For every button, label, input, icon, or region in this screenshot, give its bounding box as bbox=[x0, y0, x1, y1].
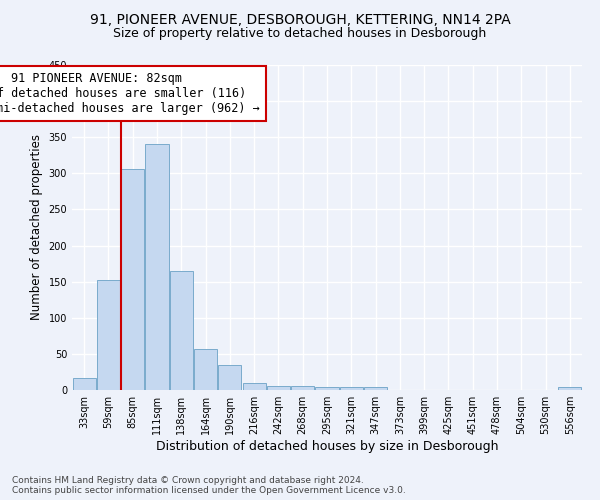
Text: 91, PIONEER AVENUE, DESBOROUGH, KETTERING, NN14 2PA: 91, PIONEER AVENUE, DESBOROUGH, KETTERIN… bbox=[89, 12, 511, 26]
Text: Contains HM Land Registry data © Crown copyright and database right 2024.
Contai: Contains HM Land Registry data © Crown c… bbox=[12, 476, 406, 495]
Bar bbox=[145, 144, 169, 390]
Bar bbox=[559, 387, 581, 390]
Bar bbox=[316, 387, 338, 390]
Bar bbox=[121, 169, 144, 390]
Bar bbox=[267, 386, 290, 390]
Bar bbox=[242, 383, 266, 390]
X-axis label: Distribution of detached houses by size in Desborough: Distribution of detached houses by size … bbox=[156, 440, 498, 453]
Bar bbox=[340, 387, 363, 390]
Text: 91 PIONEER AVENUE: 82sqm
← 11% of detached houses are smaller (116)
88% of semi-: 91 PIONEER AVENUE: 82sqm ← 11% of detach… bbox=[0, 72, 260, 115]
Bar bbox=[170, 271, 193, 390]
Bar bbox=[97, 280, 120, 390]
Text: Size of property relative to detached houses in Desborough: Size of property relative to detached ho… bbox=[113, 28, 487, 40]
Bar bbox=[218, 366, 241, 390]
Bar bbox=[73, 378, 95, 390]
Bar bbox=[194, 349, 217, 390]
Bar bbox=[364, 387, 387, 390]
Bar bbox=[291, 386, 314, 390]
Y-axis label: Number of detached properties: Number of detached properties bbox=[30, 134, 43, 320]
